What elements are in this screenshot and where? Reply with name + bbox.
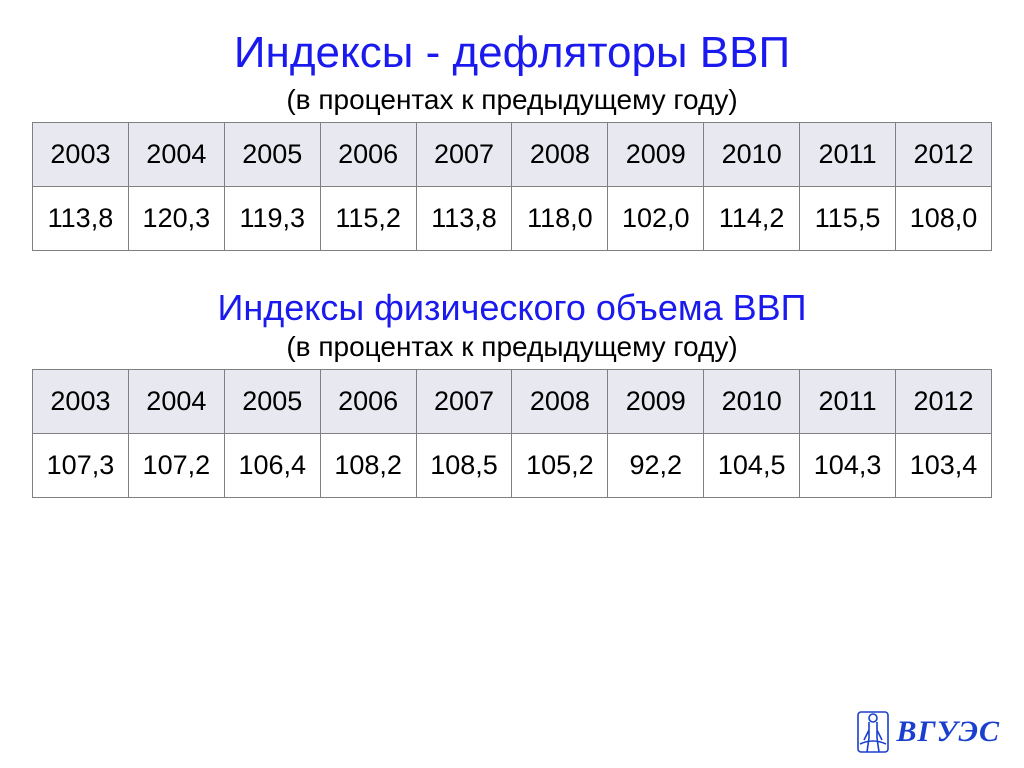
cell-value: 115,2	[320, 187, 416, 251]
cell-year: 2008	[512, 370, 608, 434]
cell-year: 2010	[704, 123, 800, 187]
cell-year: 2012	[896, 370, 992, 434]
cell-value: 113,8	[33, 187, 129, 251]
cell-year: 2004	[128, 123, 224, 187]
cell-value: 108,5	[416, 434, 512, 498]
cell-value: 92,2	[608, 434, 704, 498]
table-row: 2003 2004 2005 2006 2007 2008 2009 2010 …	[33, 370, 992, 434]
cell-year: 2003	[33, 370, 129, 434]
cell-value: 102,0	[608, 187, 704, 251]
cell-year: 2011	[800, 123, 896, 187]
table-deflators: 2003 2004 2005 2006 2007 2008 2009 2010 …	[32, 122, 992, 251]
cell-year: 2006	[320, 123, 416, 187]
cell-value: 108,2	[320, 434, 416, 498]
table-row: 2003 2004 2005 2006 2007 2008 2009 2010 …	[33, 123, 992, 187]
subtitle-2: (в процентах к предыдущему году)	[0, 331, 1024, 369]
cell-value: 119,3	[224, 187, 320, 251]
cell-value: 103,4	[896, 434, 992, 498]
cell-year: 2011	[800, 370, 896, 434]
cell-value: 107,2	[128, 434, 224, 498]
cell-value: 107,3	[33, 434, 129, 498]
cell-year: 2010	[704, 370, 800, 434]
logo: ВГУЭС	[856, 710, 1000, 754]
cell-value: 105,2	[512, 434, 608, 498]
cell-year: 2007	[416, 370, 512, 434]
cell-value: 113,8	[416, 187, 512, 251]
cell-year: 2009	[608, 123, 704, 187]
cell-year: 2007	[416, 123, 512, 187]
cell-year: 2008	[512, 123, 608, 187]
subtitle-1: (в процентах к предыдущему году)	[0, 84, 1024, 122]
cell-year: 2004	[128, 370, 224, 434]
cell-value: 114,2	[704, 187, 800, 251]
table-row: 113,8 120,3 119,3 115,2 113,8 118,0 102,…	[33, 187, 992, 251]
table-volume: 2003 2004 2005 2006 2007 2008 2009 2010 …	[32, 369, 992, 498]
cell-value: 115,5	[800, 187, 896, 251]
cell-value: 120,3	[128, 187, 224, 251]
logo-text: ВГУЭС	[896, 715, 1000, 749]
table-row: 107,3 107,2 106,4 108,2 108,5 105,2 92,2…	[33, 434, 992, 498]
cell-value: 104,3	[800, 434, 896, 498]
university-logo-icon	[856, 710, 890, 754]
main-title: Индексы - дефляторы ВВП	[0, 0, 1024, 84]
cell-year: 2006	[320, 370, 416, 434]
cell-year: 2009	[608, 370, 704, 434]
cell-value: 108,0	[896, 187, 992, 251]
cell-value: 104,5	[704, 434, 800, 498]
cell-year: 2012	[896, 123, 992, 187]
cell-year: 2005	[224, 370, 320, 434]
cell-year: 2005	[224, 123, 320, 187]
cell-value: 106,4	[224, 434, 320, 498]
cell-year: 2003	[33, 123, 129, 187]
cell-value: 118,0	[512, 187, 608, 251]
section-title-2: Индексы физического объема ВВП	[0, 251, 1024, 331]
